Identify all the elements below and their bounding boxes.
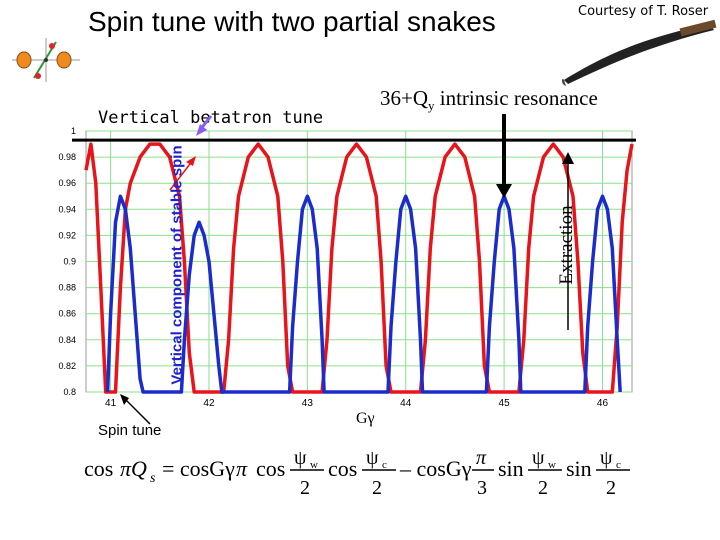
formula-pi: π [236,456,248,481]
formula-psi-w-2: ψ [532,447,545,469]
y-tick-label: 0.82 [58,361,76,371]
courtesy-credit: Courtesy of T. Roser [578,4,709,19]
x-tick-labels: 41 42 43 44 45 46 [105,398,608,409]
resonance-arrow-head [496,184,512,198]
intrinsic-resonance-label: 36+Qy intrinsic resonance [380,86,598,114]
formula-cos2: cos [328,456,357,481]
resonance-subscript: y [428,98,435,114]
brush-icon [562,19,717,86]
formula-psi-c-2: ψ [600,447,613,469]
spin-tune-pointer-line [123,397,151,425]
formula-sin1: sin [498,456,524,481]
formula-cos1: cos [256,456,285,481]
x-tick-label: 45 [499,398,511,409]
formula-sin2: sin [566,456,592,481]
spin-tune-label: Spin tune [98,422,162,439]
formula-sub-c-1: c [382,459,387,471]
formula-lhs-sub: s [150,471,156,486]
formula-two-2: 2 [372,477,382,499]
y-tick-label: 0.96 [58,178,76,188]
extraction-arrow-head [562,152,574,164]
red-curve [84,142,634,394]
formula-psi-c-1: ψ [366,447,379,469]
chart-series [84,142,634,394]
y-tick-label: 0.8 [63,387,76,397]
resonance-suffix: intrinsic resonance [434,86,598,110]
y-tick-label: 0.92 [58,230,76,240]
formula-two-3: 2 [538,477,548,499]
y-axis-label: Vertical component of stable spin [168,145,186,385]
formula-pi-2: π [476,447,487,469]
x-tick-label: 44 [400,398,412,409]
formula-minus: – cosGγ [399,456,472,481]
y-axis-label-wrapper: Vertical component of stable spin [157,145,197,384]
formula-sub-w-1: w [310,459,318,471]
ylabel-arrow-head [186,156,196,166]
formula-two-1: 2 [300,477,310,499]
y-tick-labels: 0.8 0.82 0.84 0.86 0.88 0.9 0.92 0.94 0.96 0.98 1 [58,126,76,397]
purple-arrow-head [196,124,207,136]
spin-tune-arrow-head [120,394,129,405]
y-tick-label: 0.84 [58,335,76,345]
y-tick-label: 0.86 [58,309,76,319]
spin-particles-logo [12,38,80,82]
y-tick-label: 0.9 [63,257,76,267]
y-tick-label: 0.98 [58,152,76,162]
chart-grid [85,130,633,393]
formula-sub-c-2: c [616,459,621,471]
formula-lhs-piq: πQ [120,456,147,481]
y-tick-label: 1 [71,126,76,136]
blue-curve [105,194,622,394]
x-tick-label: 42 [203,398,215,409]
x-axis-label: Gγ [356,410,375,427]
formula-sub-w-2: w [548,459,556,471]
ylabel-pointer-line [169,159,194,191]
extraction-label-wrapper: Extraction [552,160,582,330]
resonance-prefix: 36+Q [380,86,429,110]
page-title: Spin tune with two partial snakes [88,6,496,37]
spin-tune-formula: cos πQ s = cosGγ π cos ψ w 2 cos ψ c 2 –… [84,447,630,499]
formula-two-4: 2 [606,477,616,499]
formula-lhs-cos: cos [84,456,113,481]
x-tick-label: 46 [597,398,609,409]
formula-three: 3 [477,477,487,499]
extraction-label: Extraction [556,205,577,285]
x-tick-label: 41 [105,398,117,409]
y-tick-label: 0.88 [58,283,76,293]
y-tick-label: 0.94 [58,204,76,214]
formula-eq: = cosGγ [162,456,235,481]
x-tick-label: 43 [302,398,314,409]
formula-psi-w-1: ψ [294,447,307,469]
